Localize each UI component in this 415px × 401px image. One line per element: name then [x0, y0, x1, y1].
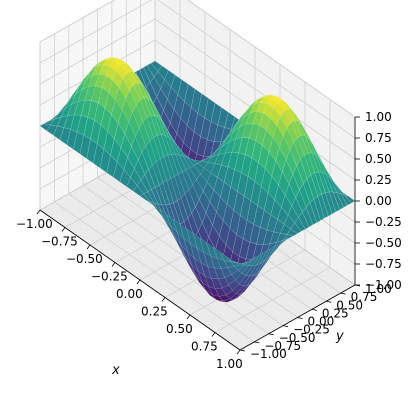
x-tick-label: 0.00 — [116, 287, 143, 301]
surface-mesh — [39, 57, 356, 303]
grid-line-y — [54, 33, 255, 343]
x-axis-label: x — [111, 363, 120, 378]
x-tick-mark — [161, 297, 166, 302]
y-tick-mark — [239, 349, 246, 352]
grid-line-z — [39, 0, 356, 118]
surface-face — [255, 250, 268, 266]
y-tick-label: 0.25 — [322, 306, 349, 320]
z-tick-label: −0.50 — [365, 236, 402, 250]
z-tick-label: −0.75 — [365, 257, 402, 271]
x-tick-label: 1.00 — [216, 357, 243, 371]
x-tick-label: −0.25 — [91, 270, 128, 284]
surface-face — [317, 193, 329, 219]
z-tick-label: 0.75 — [365, 131, 392, 145]
x-tick-label: −0.50 — [66, 252, 103, 266]
surface-face — [305, 202, 317, 226]
surface-face — [309, 198, 321, 223]
z-tick-label: 1.00 — [365, 110, 392, 124]
x-tick-mark — [36, 209, 41, 215]
y-tick-mark — [340, 292, 346, 295]
x-axis-line — [39, 209, 241, 351]
surface-face — [233, 261, 245, 267]
x-tick-mark — [186, 314, 191, 320]
x-tick-mark — [136, 279, 141, 285]
y-tick-label: 0.75 — [351, 290, 378, 304]
x-tick-label: −1.00 — [16, 217, 53, 231]
y-tick-mark — [297, 317, 303, 319]
grid-line-y — [68, 25, 270, 335]
surface-face — [271, 242, 283, 255]
surface-face — [325, 191, 337, 215]
surface-face — [294, 217, 306, 232]
y-tick-mark — [254, 341, 260, 344]
tick-marks — [36, 116, 361, 355]
x-tick-label: 0.25 — [141, 305, 168, 319]
y-tick-label: 1.00 — [365, 282, 392, 296]
y-tick-label: −1.00 — [250, 347, 287, 361]
y-tick-label: 0.50 — [336, 298, 363, 312]
surface-face — [282, 234, 295, 241]
x-tick-label: 0.50 — [166, 322, 193, 336]
x-tick-mark — [211, 332, 216, 337]
surface-face — [286, 228, 298, 236]
x-tick-mark — [111, 262, 116, 267]
x-tick-mark — [61, 227, 66, 232]
y-tick-mark — [283, 325, 289, 328]
y-axis-line — [239, 284, 356, 351]
y-tick-label: 0.00 — [308, 315, 335, 329]
tick-labels: −1.00−0.75−0.50−0.250.000.250.500.751.00… — [16, 110, 402, 371]
z-tick-label: 0.50 — [365, 152, 392, 166]
y-tick-label: −0.75 — [264, 339, 301, 353]
y-tick-mark — [326, 300, 332, 303]
grid-line-z — [39, 0, 356, 139]
y-tick-mark — [311, 308, 317, 311]
z-tick-label: −0.25 — [365, 215, 402, 229]
surface-face — [313, 196, 325, 221]
x-tick-label: 0.75 — [191, 340, 218, 354]
y-tick-mark — [268, 333, 274, 336]
surface-face — [340, 193, 352, 206]
z-tick-label: −1.00 — [365, 278, 402, 292]
y-axis-label: y — [335, 329, 344, 344]
y-tick-label: −0.25 — [293, 323, 330, 337]
surface-face — [321, 192, 333, 217]
x-tick-mark — [86, 244, 91, 250]
x-tick-mark — [236, 349, 241, 355]
surface-face — [259, 248, 272, 264]
x-tick-label: −0.75 — [41, 235, 78, 249]
z-tick-label: 0.00 — [365, 194, 392, 208]
y-tick-label: −0.50 — [279, 331, 316, 345]
surface-face — [328, 191, 340, 213]
surface-face — [263, 246, 275, 262]
z-tick-label: 0.25 — [365, 173, 392, 187]
